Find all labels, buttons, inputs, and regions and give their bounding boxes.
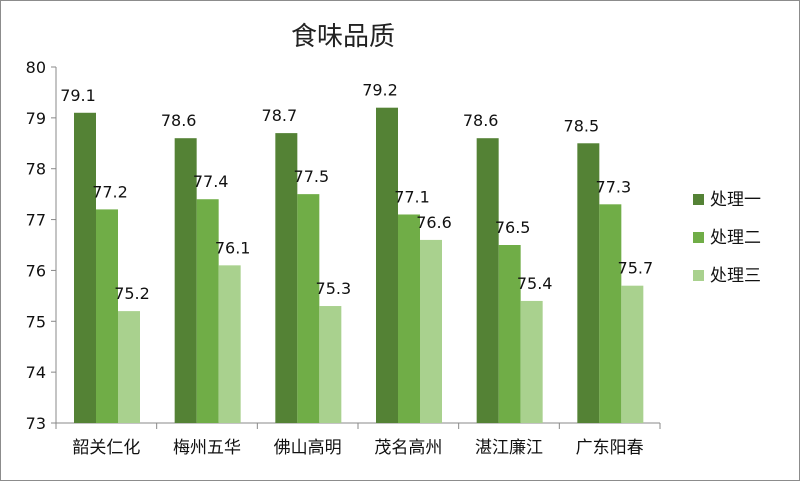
- data-label: 75.4: [517, 274, 553, 293]
- bar: [174, 138, 197, 423]
- data-label: 77.3: [596, 177, 632, 196]
- data-label: 78.5: [564, 116, 600, 135]
- bar: [74, 112, 96, 424]
- bar: [498, 245, 521, 423]
- data-label: 77.2: [92, 182, 128, 201]
- bar: [621, 285, 644, 423]
- y-tick-label: 74: [26, 363, 46, 382]
- data-label: 77.1: [394, 187, 430, 206]
- bar: [599, 204, 622, 423]
- data-label: 78.7: [262, 106, 298, 125]
- data-label: 75.3: [316, 279, 352, 298]
- data-label: 76.5: [495, 218, 531, 237]
- bar: [96, 209, 118, 423]
- y-tick-label: 80: [26, 58, 46, 77]
- bar: [319, 306, 342, 423]
- data-label: 76.1: [215, 238, 251, 257]
- legend-label: 处理三: [710, 266, 761, 286]
- legend-swatch: [693, 194, 704, 205]
- data-label: 79.1: [60, 86, 96, 105]
- x-tick-label: 茂名高州: [374, 438, 442, 458]
- bar: [420, 239, 442, 423]
- data-label: 77.5: [294, 167, 330, 186]
- data-label: 79.2: [362, 81, 398, 100]
- y-tick-label: 75: [26, 312, 46, 331]
- y-tick-label: 73: [26, 414, 46, 433]
- x-tick-label: 韶关仁化: [72, 438, 140, 458]
- x-tick-label: 湛江廉江: [475, 438, 543, 458]
- x-tick-label: 梅州五华: [173, 438, 241, 458]
- bar: [196, 199, 219, 423]
- legend-swatch: [693, 232, 704, 243]
- bar: [577, 143, 600, 424]
- bar: [398, 214, 420, 423]
- x-tick-label: 广东阳春: [576, 438, 644, 458]
- bar: [218, 265, 241, 423]
- bar: [118, 311, 140, 423]
- bar: [297, 194, 320, 423]
- legend-label: 处理一: [710, 190, 761, 210]
- data-label: 75.2: [114, 284, 150, 303]
- data-label: 77.4: [193, 172, 229, 191]
- x-tick-label: 佛山高明: [274, 438, 342, 458]
- legend-label: 处理二: [710, 228, 761, 248]
- chart-title: 食味品质: [291, 22, 395, 52]
- data-label: 76.6: [416, 213, 452, 232]
- y-tick-label: 79: [26, 109, 46, 128]
- legend-swatch: [693, 270, 704, 281]
- axes: 73 74 75 76 77 78 79 80 韶关仁化 梅州五华 佛山高明 茂名高州 湛江廉江 广东阳春: [26, 58, 661, 458]
- data-labels: 79.1 78.6 78.7 79.2 78.6 78.5 77.2 77.4 77.5 77.1…: [60, 81, 653, 303]
- bar: [476, 138, 499, 423]
- y-tick-label: 76: [26, 261, 46, 280]
- bar: [275, 133, 298, 423]
- bar: [520, 300, 543, 423]
- data-label: 78.6: [463, 111, 499, 130]
- y-tick-label: 78: [26, 160, 46, 179]
- bars: [74, 107, 644, 424]
- data-label: 78.6: [161, 111, 197, 130]
- data-label: 75.7: [618, 259, 654, 278]
- y-tick-label: 77: [26, 211, 46, 230]
- bar: [376, 107, 398, 423]
